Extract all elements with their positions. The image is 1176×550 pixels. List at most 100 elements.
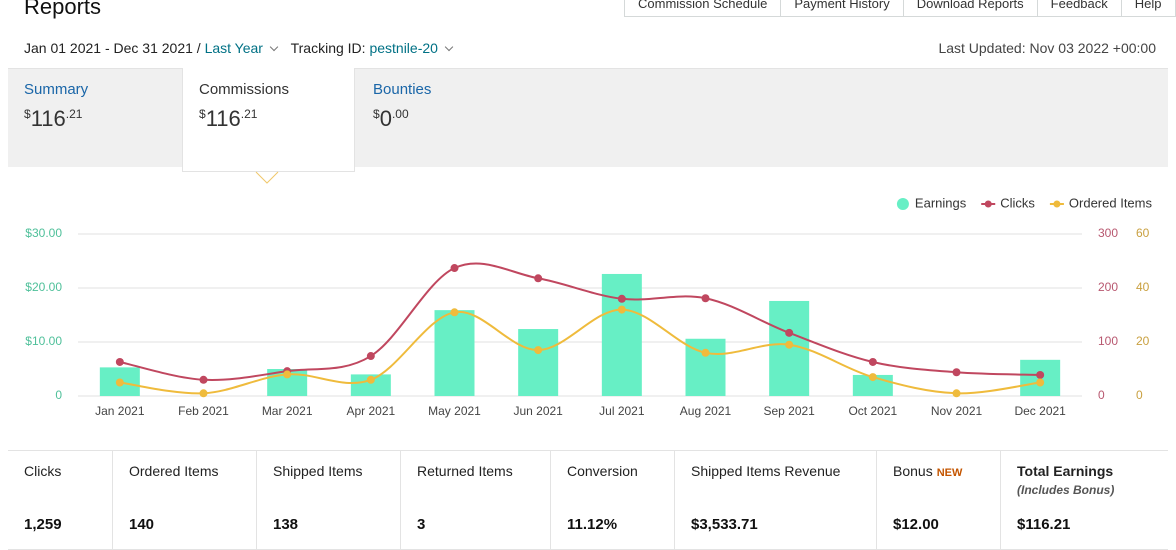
stat-label-text: Shipped Items Revenue — [691, 463, 841, 479]
stat-label: Conversion — [567, 463, 674, 479]
page-title: Reports — [24, 0, 102, 19]
amount-fraction: .21 — [65, 107, 83, 121]
point — [617, 305, 626, 314]
legend-label: Clicks — [1000, 195, 1035, 210]
tab-label: Bounties — [373, 81, 432, 98]
x-tick-label: May 2021 — [428, 404, 481, 418]
stat-label: Clicks — [24, 463, 112, 479]
currency: $ — [373, 107, 380, 121]
chart: 0 $10.00 $20.00 $30.00 0 100 200 300 0 20 40 60 Jan … — [25, 171, 1153, 418]
filter-row: Jan 01 2021 - Dec 31 2021 / Last Year Tr… — [24, 40, 462, 56]
separator: / — [196, 40, 201, 56]
stat-value: 3 — [417, 516, 426, 533]
stat-label: Ordered Items — [129, 463, 256, 479]
line — [119, 308, 1041, 395]
stat-value: 138 — [273, 516, 299, 533]
x-tick-label: Jan 2021 — [95, 404, 145, 418]
stat-label-text: Ordered Items — [129, 463, 219, 479]
currency: $ — [199, 107, 206, 121]
tab-pointer — [255, 171, 279, 184]
point — [115, 378, 124, 387]
amount-whole: 116 — [205, 106, 241, 131]
x-tick-label: Feb 2021 — [178, 404, 229, 418]
stat: Returned Items 3 — [400, 451, 550, 549]
stats-row: Clicks 1,259 Ordered Items 140 Shipped Items… — [8, 450, 1168, 550]
x-tick-label: Nov 2021 — [931, 404, 983, 418]
legend-label: Ordered Items — [1069, 195, 1153, 210]
stat: Shipped Items Revenue $3,533.71 — [674, 451, 876, 549]
tracking-label: Tracking ID: — [290, 40, 366, 56]
toolbar: Commission Schedule Payment History Down… — [624, 0, 1176, 17]
x-tick-label: Dec 2021 — [1014, 404, 1066, 418]
tab-amount: $0.00 — [373, 106, 531, 132]
point — [283, 370, 292, 379]
new-badge: NEW — [936, 467, 963, 479]
point — [868, 373, 877, 382]
amount-fraction: .21 — [240, 107, 258, 121]
button[interactable]: Download Reports — [902, 0, 1037, 16]
y3-tick-label: 60 — [1136, 226, 1150, 240]
button[interactable]: Help — [1120, 0, 1175, 16]
point — [701, 348, 710, 357]
stat-label: Bonus NEW — [893, 463, 1000, 479]
point — [450, 308, 459, 317]
legend-swatch — [984, 200, 992, 208]
date-preset[interactable]: Last Year — [204, 40, 263, 56]
y-tick-label: $20.00 — [25, 280, 62, 294]
x-tick-label: Aug 2021 — [680, 404, 732, 418]
x-tick-label: Jul 2021 — [599, 404, 645, 418]
stat: Conversion 11.12% — [550, 451, 674, 549]
y2-tick-label: 0 — [1098, 388, 1105, 402]
stat-label: Returned Items — [417, 463, 550, 479]
point — [366, 352, 375, 361]
amount-fraction: .00 — [391, 107, 409, 121]
point — [952, 389, 961, 398]
currency: $ — [24, 107, 31, 121]
point — [701, 294, 710, 303]
tab-amount: $116.21 — [24, 106, 182, 132]
y-tick-label: $10.00 — [25, 334, 62, 348]
stat-value: 1,259 — [24, 516, 62, 533]
tab-active[interactable]: Commissions $116.21 — [182, 68, 355, 172]
point — [366, 375, 375, 384]
stat: Ordered Items 140 — [112, 451, 256, 549]
chevron — [444, 42, 454, 52]
x-tick-label: Mar 2021 — [262, 404, 313, 418]
y3-tick-label: 40 — [1136, 280, 1150, 294]
stat: Shipped Items 138 — [256, 451, 400, 549]
tab[interactable]: Bounties $0.00 — [357, 68, 531, 166]
y-tick-label: 0 — [55, 388, 62, 402]
stat-label-text: Bonus — [893, 463, 933, 479]
point — [868, 357, 877, 366]
button[interactable]: Commission Schedule — [638, 0, 768, 11]
point — [115, 357, 124, 366]
chevron — [269, 42, 279, 52]
tab[interactable]: Summary $116.21 — [8, 68, 182, 166]
point — [952, 368, 961, 377]
tracking-id[interactable]: pestnile-20 — [369, 40, 438, 56]
stat: Total Earnings (Includes Bonus) $116.21 — [1000, 451, 1168, 549]
x-tick-label: Apr 2021 — [346, 404, 395, 418]
tab-amount: $116.21 — [199, 106, 354, 132]
button[interactable]: Feedback — [1036, 0, 1121, 16]
y-tick-label: $30.00 — [25, 226, 62, 240]
bar — [518, 329, 559, 396]
x-tick-label: Oct 2021 — [848, 404, 897, 418]
y2-tick-label: 200 — [1098, 280, 1118, 294]
y3-tick-label: 0 — [1136, 388, 1143, 402]
amount-whole: 0 — [379, 106, 392, 131]
stat-value: $3,533.71 — [691, 516, 758, 533]
tab-label: Summary — [24, 81, 89, 98]
stat-value: $12.00 — [893, 516, 939, 533]
bar — [601, 273, 642, 396]
stat-label-text: Clicks — [24, 463, 62, 479]
amount-whole: 116 — [30, 106, 66, 131]
last-updated: Last Updated: Nov 03 2022 +00:00 — [938, 40, 1156, 56]
point — [534, 346, 543, 355]
y3-tick-label: 20 — [1136, 334, 1150, 348]
button[interactable]: Payment History — [780, 0, 902, 16]
x-tick-label: Jun 2021 — [513, 404, 563, 418]
tab-label: Commissions — [199, 81, 290, 98]
point — [785, 328, 794, 337]
